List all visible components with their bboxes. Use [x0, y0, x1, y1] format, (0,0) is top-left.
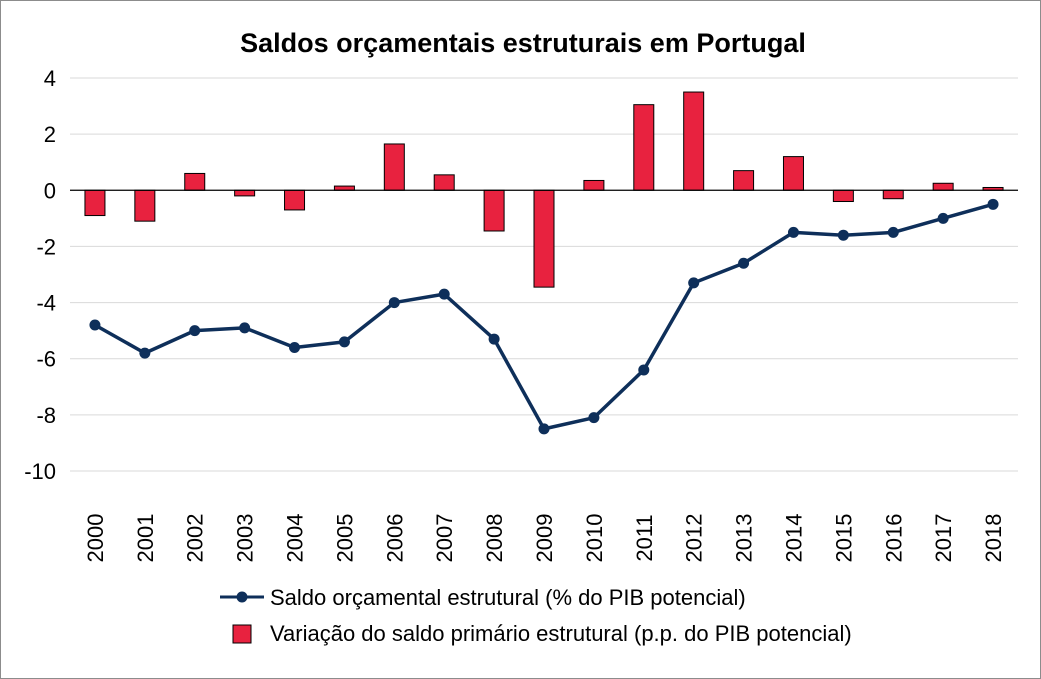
x-tick-label: 2017	[931, 514, 956, 563]
bar	[84, 189, 106, 217]
y-tick-label: -8	[36, 403, 56, 428]
bar-series	[84, 91, 1004, 288]
line-point	[388, 297, 400, 309]
bar	[184, 172, 206, 191]
bar	[832, 189, 854, 203]
line-point	[239, 322, 251, 334]
x-tick-label: 2008	[482, 514, 507, 563]
bar	[433, 174, 455, 191]
x-tick-label: 2009	[532, 514, 557, 563]
line-point	[588, 412, 600, 424]
line-point	[638, 364, 650, 376]
x-tick-label: 2004	[283, 514, 308, 563]
bar	[383, 143, 405, 191]
line-point	[738, 257, 750, 269]
bar	[733, 170, 755, 191]
y-tick-label: 2	[44, 122, 56, 147]
x-tick-label: 2010	[582, 514, 607, 563]
bar	[333, 185, 355, 191]
line-point	[438, 288, 450, 300]
x-tick-label: 2000	[83, 514, 108, 563]
y-tick-label: 4	[44, 66, 56, 91]
legend-label-bar: Variação do saldo primário estrutural (p…	[270, 621, 852, 646]
line-point	[189, 325, 201, 337]
line-series	[89, 198, 999, 435]
bar	[483, 189, 505, 232]
legend-item-bar: Variação do saldo primário estrutural (p…	[232, 621, 852, 646]
bar	[782, 156, 804, 191]
x-tick-label: 2014	[781, 514, 806, 563]
y-tick-label: -4	[36, 291, 56, 316]
x-tick-label: 2018	[981, 514, 1006, 563]
bar	[633, 104, 655, 191]
line-point	[538, 423, 550, 435]
legend-label-line: Saldo orçamental estrutural (% do PIB po…	[270, 585, 746, 610]
bar	[284, 189, 306, 211]
bar	[533, 189, 555, 288]
x-tick-label: 2001	[133, 514, 158, 563]
x-tick-label: 2011	[632, 514, 657, 561]
y-tick-label: -10	[24, 459, 56, 484]
x-tick-label: 2013	[732, 514, 757, 563]
line-point	[338, 336, 350, 348]
bar	[683, 91, 705, 191]
legend: Saldo orçamental estrutural (% do PIB po…	[220, 585, 852, 646]
line-point	[289, 341, 301, 353]
line-point	[139, 347, 151, 359]
x-tick-label: 2007	[432, 514, 457, 563]
line-point	[887, 226, 899, 238]
x-axis-ticks: 2000 2001 2002 2003 2004 2005 2006 2007 2008 2009…	[83, 514, 1006, 563]
line-point	[937, 212, 949, 224]
legend-item-line: Saldo orçamental estrutural (% do PIB po…	[220, 585, 746, 610]
y-axis-ticks: 4 2 0 -2 -4 -6 -8 -10	[24, 66, 56, 484]
line-point	[787, 226, 799, 238]
x-tick-label: 2002	[183, 514, 208, 563]
line-point	[837, 229, 849, 241]
legend-line-marker	[236, 591, 248, 603]
x-tick-label: 2016	[881, 514, 906, 563]
x-tick-label: 2015	[831, 514, 856, 563]
line-point	[488, 333, 500, 345]
grid-lines	[70, 77, 1018, 472]
y-tick-label: 0	[44, 178, 56, 203]
x-tick-label: 2006	[382, 514, 407, 563]
chart-title: Saldos orçamentais estruturais em Portug…	[240, 28, 806, 58]
line-point	[688, 277, 700, 289]
bar	[932, 182, 954, 191]
bar	[583, 179, 605, 191]
line-point	[89, 319, 101, 331]
x-tick-label: 2012	[682, 514, 707, 563]
legend-bar-swatch	[232, 624, 252, 644]
bar	[134, 189, 156, 222]
y-tick-label: -2	[36, 234, 56, 259]
bar	[882, 189, 904, 200]
line-point	[987, 198, 999, 210]
y-tick-label: -6	[36, 347, 56, 372]
bar	[234, 189, 256, 197]
x-tick-label: 2003	[233, 514, 258, 563]
x-tick-label: 2005	[332, 514, 357, 563]
